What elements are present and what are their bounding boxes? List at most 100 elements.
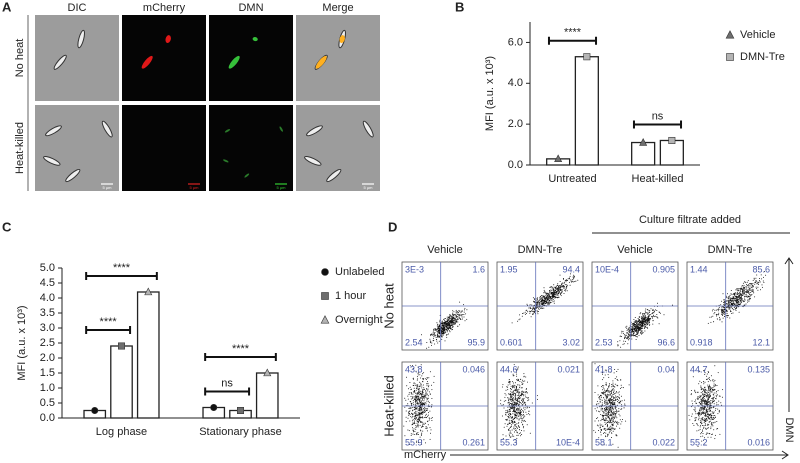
column-label: Vehicle [617,244,652,256]
y-axis-label: MFI (a.u. x 10³) [16,305,28,380]
image-frame [209,105,293,191]
quadrant-percent: 44.7 [690,364,708,374]
fluorescence [224,129,231,133]
events [419,301,468,349]
panel-letter: A [2,0,12,14]
micrograph: 5 µm [209,105,293,191]
fluorescence [223,159,229,163]
x-tick-label: Log phase [96,426,147,438]
image-frame [209,15,293,101]
cell [306,125,323,137]
significance-bracket [85,326,132,334]
column-label: Vehicle [427,244,462,256]
cell [77,29,85,49]
y-axis-arrow [784,257,794,412]
quadrant-percent: 1.95 [500,264,518,274]
group-header: Culture filtrate added [639,214,741,226]
marker [554,154,563,163]
legend-label: Unlabeled [335,266,385,278]
quadrant-percent: 55.9 [405,437,423,447]
fluorescence [279,126,283,132]
quadrant-percent: 1.44 [690,264,708,274]
quadrant-percent: 10E-4 [556,437,580,447]
bar [631,141,656,166]
fluorescence [244,173,250,178]
flow-plot: 41.8 0.04 58.1 0.022 [591,361,679,451]
column-label: mCherry [143,2,186,14]
quadrant-percent: 95.9 [467,337,485,347]
scale-bar-label: 5 µm [190,185,200,190]
y-tick-label: 3.0 [40,322,55,334]
quadrant-percent: 2.53 [595,337,613,347]
marker [210,403,218,411]
column-label: DMN-Tre [708,244,753,256]
bar [110,345,133,419]
micrograph [35,15,119,101]
flow-plot: 43.8 0.046 55.9 0.261 [401,361,489,451]
y-axis-label: MFI (a.u. x 10³) [484,56,496,131]
events [500,364,539,443]
micrograph [209,15,293,101]
cell [65,168,81,183]
cell [45,125,62,137]
quadrant-percent: 43.8 [405,364,423,374]
x-axis-arrow [450,450,789,460]
row-label: No heat [381,283,396,329]
significance-bracket [547,36,598,45]
scale-bar-label: 5 µm [103,185,113,190]
significance-label: **** [113,262,131,274]
legend-label: DMN-Tre [740,51,785,63]
y-tick-label: 0.0 [40,412,55,424]
cell [362,120,374,138]
legend-label: Vehicle [740,29,775,41]
flow-plot: 1.95 94.4 0.601 3.02 [496,261,584,351]
bar [574,56,599,166]
marker [725,30,735,39]
y-tick-label: 3.5 [40,307,55,319]
x-tick-label: Heat-killed [632,173,684,185]
flow-plot: 44.6 0.021 55.3 10E-4 [496,361,584,451]
legend-label: Overnight [335,314,383,326]
flow-plot: 44.7 0.135 55.2 0.016 [686,361,774,451]
bar [659,139,684,166]
cell [326,168,342,183]
y-tick-label: 0.5 [40,397,55,409]
scale-bar-label: 5 µm [364,185,374,190]
cell [304,156,322,166]
scale-bar-label: 5 µm [277,185,287,190]
quadrant-percent: 0.04 [657,364,675,374]
quadrant-percent: 0.135 [747,364,770,374]
quadrant-percent: 96.6 [657,337,675,347]
y-tick-label: 2.0 [40,352,55,364]
column-label: Merge [322,2,353,14]
x-axis-label: mCherry [404,449,447,461]
legend-label: 1 hour [335,290,367,302]
quadrant-percent: 55.3 [500,437,518,447]
row-label: Heat-killed [381,375,396,436]
fluorescence [339,35,345,44]
marker [668,136,676,144]
row-label: No heat [14,39,26,78]
panel-letter: D [388,219,397,234]
fluorescence [315,55,327,69]
column-label: DMN-Tre [518,244,563,256]
significance-bracket [85,272,158,280]
marker [237,406,245,414]
marker [144,287,153,296]
quadrant-percent: 10E-4 [595,264,619,274]
x-tick-label: Stationary phase [199,426,282,438]
y-axis-label: DMN [783,417,795,442]
marker [91,406,99,414]
row-label: Heat-killed [14,122,26,174]
fluorescence [252,37,258,42]
quadrant-percent: 0.261 [462,437,485,447]
micrograph: 5 µm [35,105,119,191]
marker [320,315,330,324]
quadrant-percent: 85.6 [752,264,770,274]
flow-plot: 1.44 85.6 0.918 12.1 [686,261,774,351]
y-tick-label: 2.0 [508,118,523,130]
x-tick-label: Untreated [548,173,596,185]
micrograph: 5 µm [296,105,380,191]
